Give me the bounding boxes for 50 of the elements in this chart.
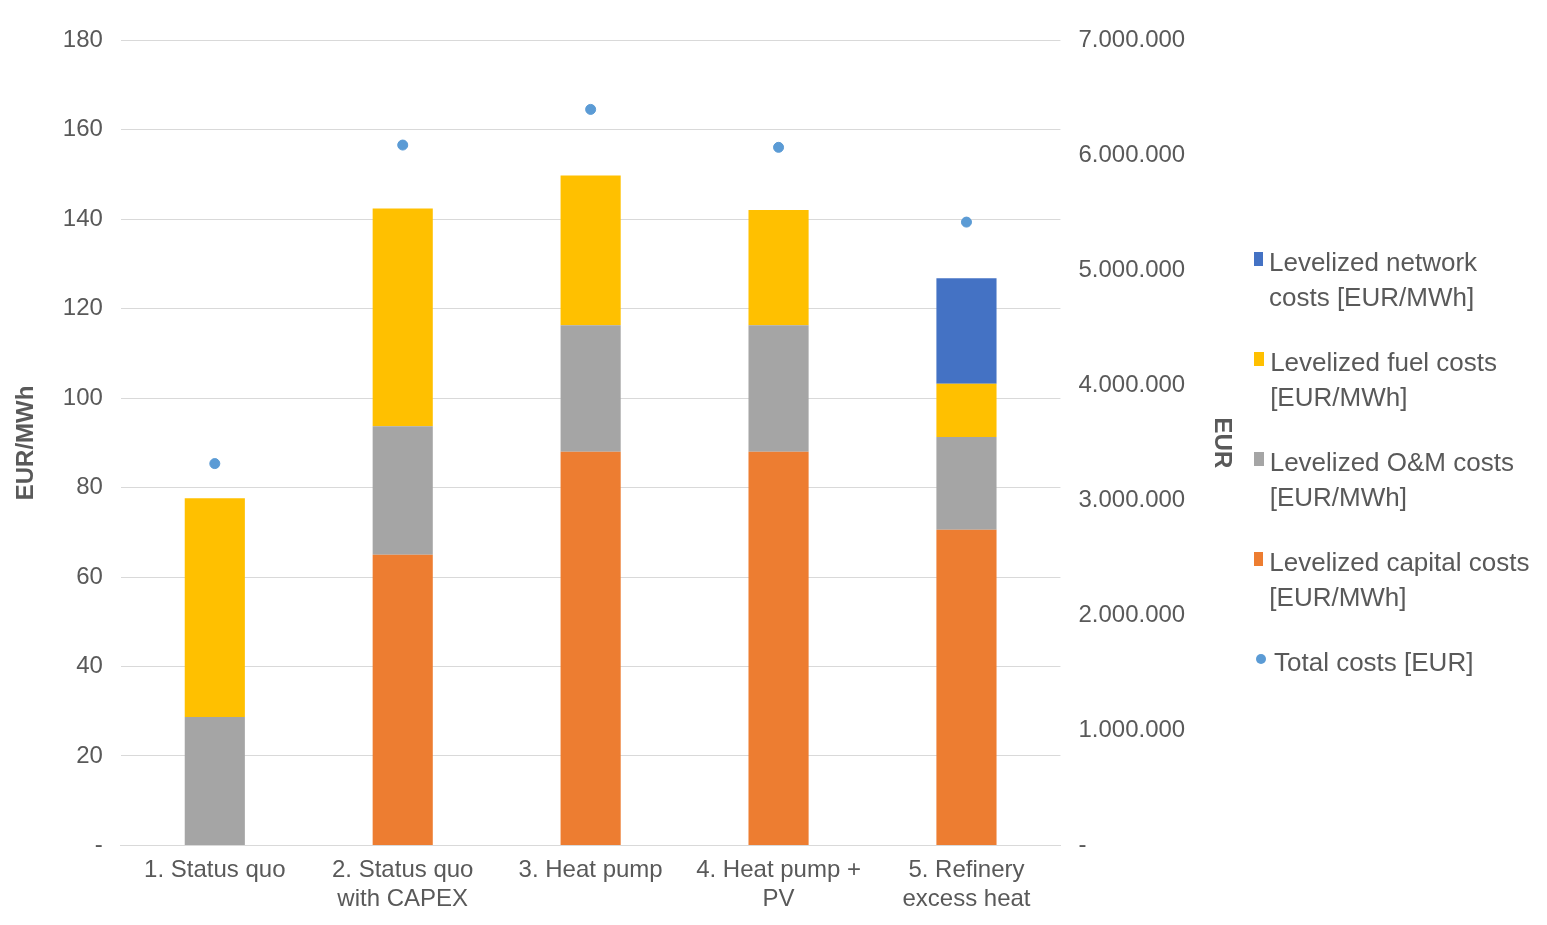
y2-tick-label: 2.000.000 [1078, 600, 1186, 628]
y2-tick-label: - [1078, 830, 1087, 858]
point [960, 216, 972, 228]
point [397, 139, 409, 151]
legend-label: Levelized O&M costs [EUR/MWh] [1269, 446, 1515, 514]
bar [560, 451, 621, 845]
legend-label: Levelized capital costs [EUR/MWh] [1269, 546, 1531, 614]
y-tick-label: 40 [76, 651, 103, 679]
x-tick-label: 1. Status quo [144, 855, 286, 883]
bar [936, 529, 997, 845]
bar [184, 498, 245, 718]
y-tick-label: - [94, 830, 103, 858]
y-tick-label: 120 [62, 293, 103, 321]
x-tick-label: 2. Status quo with CAPEX [332, 855, 474, 912]
bar [372, 426, 433, 555]
y-tick-label: 20 [76, 740, 103, 768]
bar [372, 208, 433, 427]
y-axis-title: EUR/MWh [11, 385, 39, 501]
y2-tick-label: 5.000.000 [1078, 255, 1186, 283]
y-tick-label: 80 [76, 472, 103, 500]
legend-label: Levelized fuel costs [EUR/MWh] [1270, 346, 1499, 414]
point [585, 103, 597, 115]
point [773, 141, 785, 153]
bar [560, 175, 621, 326]
legend-label: Levelized network costs [EUR/MWh] [1268, 246, 1479, 314]
bar [184, 717, 245, 845]
bar [560, 325, 621, 452]
y-tick-label: 60 [76, 561, 103, 589]
y2-axis-title: EUR [1209, 417, 1237, 469]
y2-tick-label: 4.000.000 [1078, 370, 1186, 398]
bar [936, 437, 997, 530]
bar [372, 554, 433, 845]
y2-tick-label: 3.000.000 [1078, 485, 1186, 513]
bar [748, 209, 809, 326]
x-tick-label: 3. Heat pump [518, 855, 663, 883]
y-tick-label: 180 [62, 25, 103, 53]
x-tick-label: 5. Refinery excess heat [902, 855, 1031, 912]
bar [748, 325, 809, 452]
x-tick-label: 4. Heat pump + PV [696, 855, 861, 912]
legend-label: Total costs [EUR] [1274, 646, 1474, 679]
y2-tick-label: 1.000.000 [1078, 715, 1186, 743]
y-tick-label: 160 [62, 114, 103, 142]
bar [748, 451, 809, 845]
point [209, 458, 221, 470]
bar [936, 278, 997, 384]
y2-tick-label: 6.000.000 [1078, 140, 1186, 168]
bar [936, 383, 997, 438]
y-tick-label: 100 [62, 382, 103, 410]
y2-tick-label: 7.000.000 [1078, 25, 1186, 53]
y-tick-label: 140 [62, 203, 103, 231]
